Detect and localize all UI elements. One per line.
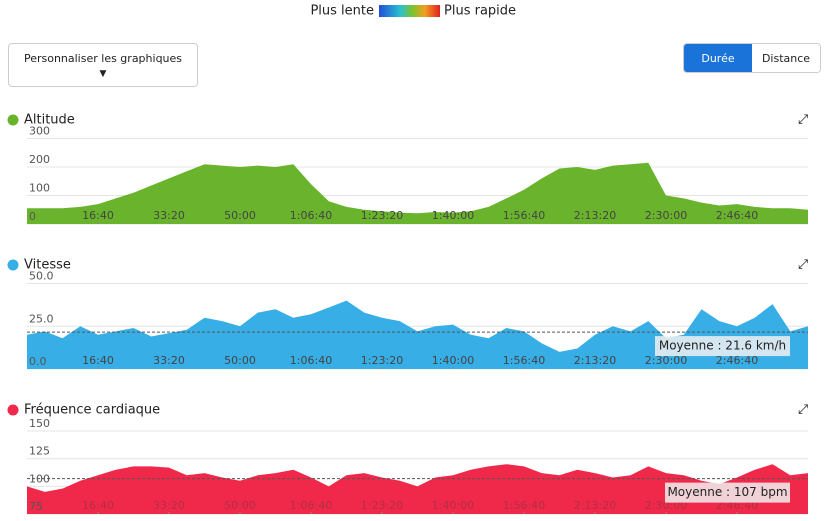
- area: [27, 464, 808, 514]
- chart-title: Fréquence cardiaque: [24, 403, 160, 418]
- x-tick-label: 2:30:00: [645, 354, 687, 367]
- customize-label: Personnaliser les graphiques: [23, 51, 183, 65]
- expand-icon[interactable]: ⤢: [798, 113, 808, 128]
- area: [27, 300, 808, 369]
- x-tick-label: 2:30:00: [645, 209, 687, 222]
- area: [27, 162, 808, 224]
- view-toggle: Durée Distance: [683, 43, 821, 73]
- fast-label: Plus rapide: [444, 4, 516, 19]
- x-tick-label: 2:13:20: [574, 209, 616, 222]
- expand-icon[interactable]: ⤢: [798, 403, 808, 418]
- y-tick-label: 200: [29, 153, 50, 166]
- x-tick-label: 1:23:20: [361, 499, 403, 512]
- toggle-option[interactable]: Durée: [684, 44, 752, 72]
- x-tick-label: 50:00: [224, 209, 256, 222]
- x-tick-label: 50:00: [224, 499, 256, 512]
- chart-title: Vitesse: [24, 258, 71, 273]
- toggle-option[interactable]: Distance: [752, 44, 820, 72]
- x-tick-label: 1:06:40: [290, 499, 332, 512]
- expand-icon[interactable]: ⤢: [798, 258, 808, 273]
- x-tick-label: 1:23:20: [361, 209, 403, 222]
- x-tick-label: 2:13:20: [574, 499, 616, 512]
- average-box: [665, 482, 790, 503]
- y-tick-label: 150: [29, 417, 50, 430]
- x-tick-label: 1:06:40: [290, 354, 332, 367]
- x-tick-label: 1:56:40: [503, 209, 545, 222]
- legend-dot: [7, 259, 19, 271]
- speed-gradient: [379, 5, 440, 17]
- y-tick-label: 25.0: [29, 312, 54, 325]
- x-tick-label: 33:20: [153, 354, 185, 367]
- x-tick-label: 1:06:40: [290, 209, 332, 222]
- x-tick-label: 1:40:00: [432, 209, 474, 222]
- customize-button[interactable]: Personnaliser les graphiques ▼: [8, 43, 198, 87]
- y-tick-label: 50.0: [29, 270, 54, 283]
- dropdown-arrow: ▼: [99, 68, 107, 79]
- x-tick-label: 33:20: [153, 209, 185, 222]
- y-tick-label: 0: [29, 210, 36, 223]
- legend-dot: [7, 114, 19, 126]
- y-tick-label: 0.0: [29, 355, 47, 368]
- x-tick-label: 2:46:40: [716, 354, 758, 367]
- average-label: Moyenne : 107 bpm: [667, 485, 787, 499]
- legend-dot: [7, 404, 19, 416]
- x-tick-label: 2:46:40: [716, 209, 758, 222]
- chart-title: Altitude: [24, 113, 75, 128]
- x-tick-label: 1:40:00: [432, 354, 474, 367]
- x-tick-label: 16:40: [82, 499, 114, 512]
- y-tick-label: 75: [29, 500, 43, 513]
- average-box: [655, 336, 790, 357]
- x-tick-label: 1:40:00: [432, 499, 474, 512]
- x-tick-label: 50:00: [224, 354, 256, 367]
- slow-label: Plus lente: [310, 4, 374, 19]
- y-tick-label: 125: [29, 445, 50, 458]
- x-tick-label: 1:56:40: [503, 354, 545, 367]
- x-tick-label: 1:56:40: [503, 499, 545, 512]
- x-tick-label: 1:23:20: [361, 354, 403, 367]
- x-tick-label: 16:40: [82, 354, 114, 367]
- x-tick-label: 2:13:20: [574, 354, 616, 367]
- x-tick-label: 16:40: [82, 209, 114, 222]
- y-tick-label: 300: [29, 125, 50, 138]
- x-tick-label: 33:20: [153, 499, 185, 512]
- average-label: Moyenne : 21.6 km/h: [659, 339, 786, 353]
- y-tick-label: 100: [29, 182, 50, 195]
